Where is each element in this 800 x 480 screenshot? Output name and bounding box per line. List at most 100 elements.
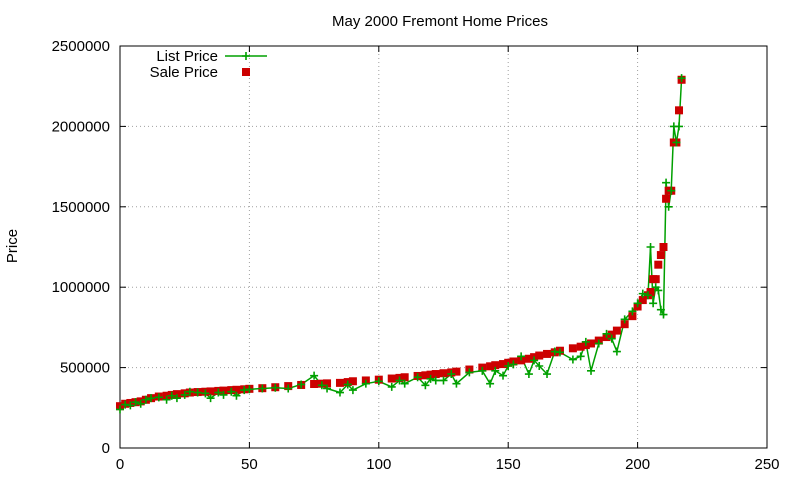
- axis-ticks: 0 50 100 150 200 250 0 500000 1000000 1500000 2000…: [52, 38, 780, 473]
- list-price-point: [421, 381, 430, 390]
- list-price-point: [400, 379, 409, 388]
- sale-price-point: [675, 106, 684, 115]
- list-price-point: [147, 394, 156, 403]
- list-price-point: [361, 379, 370, 388]
- sale-price-point: [387, 374, 396, 383]
- list-price-point: [136, 399, 145, 408]
- sale-price-point: [431, 370, 440, 379]
- sale-price-point: [439, 369, 448, 378]
- list-price-point: [240, 386, 249, 395]
- y-tick-label: 0: [102, 440, 110, 457]
- list-price-point: [568, 355, 577, 364]
- list-price-point: [395, 376, 404, 385]
- sale-price-point: [335, 378, 344, 387]
- sale-price-point: [310, 380, 319, 389]
- list-price-point: [201, 389, 210, 398]
- x-tick-label: 200: [625, 456, 650, 473]
- list-price-point: [374, 377, 383, 386]
- list-price-point: [649, 299, 658, 308]
- sale-price-point: [232, 385, 241, 394]
- list-price-point: [167, 391, 176, 400]
- list-price-point: [535, 361, 544, 370]
- list-price-point: [185, 387, 194, 396]
- list-price-point: [141, 395, 150, 404]
- list-price-point: [638, 289, 647, 298]
- list-price-point: [672, 138, 681, 147]
- list-price-point: [594, 339, 603, 348]
- legend-plus-list-price: [242, 52, 250, 60]
- list-price-point: [258, 384, 267, 393]
- list-price-point: [447, 370, 456, 379]
- list-price-point: [126, 401, 135, 410]
- sale-price-point: [607, 330, 616, 339]
- list-price-point: [628, 307, 637, 316]
- sale-price-point: [568, 344, 577, 353]
- list-price-point: [323, 384, 332, 393]
- sale-price-point: [323, 379, 332, 388]
- list-price-point: [675, 122, 684, 131]
- y-tick-label: 2500000: [52, 38, 110, 55]
- x-tick-label: 100: [366, 456, 391, 473]
- sale-price-point: [638, 296, 647, 305]
- list-price-point: [677, 74, 686, 83]
- x-tick-label: 0: [116, 456, 124, 473]
- list-price-point: [581, 337, 590, 346]
- y-tick-label: 500000: [60, 360, 110, 377]
- sale-price-point: [162, 391, 171, 400]
- list-price-point: [664, 202, 673, 211]
- list-price-point: [550, 347, 559, 356]
- list-price-point: [607, 334, 616, 343]
- legend-label-list-price: List Price: [156, 48, 218, 65]
- list-price-point: [227, 387, 236, 396]
- list-price-point: [162, 395, 171, 404]
- sale-price-point: [426, 370, 435, 379]
- list-price-point: [387, 382, 396, 391]
- list-price-point: [271, 383, 280, 392]
- list-price-point: [317, 381, 326, 390]
- x-tick-label: 50: [241, 456, 258, 473]
- list-price-point: [587, 366, 596, 375]
- sale-price-point: [517, 356, 526, 365]
- sale-price-point: [576, 342, 585, 351]
- sale-price-point: [535, 351, 544, 360]
- sale-price-point: [651, 275, 660, 284]
- list-price-point: [659, 310, 668, 319]
- list-price-point: [530, 356, 539, 365]
- sale-price-point: [587, 339, 596, 348]
- sale-price-point: [656, 251, 665, 260]
- sale-price-point: [219, 386, 228, 395]
- list-price-point: [348, 386, 357, 395]
- list-price-point: [643, 291, 652, 300]
- list-price-point: [121, 400, 130, 409]
- y-tick-label: 1000000: [52, 279, 110, 296]
- series-area: [116, 74, 686, 414]
- list-price-point: [486, 379, 495, 388]
- list-price-point: [413, 373, 422, 382]
- y-tick-label: 1500000: [52, 199, 110, 216]
- list-price-line: [119, 78, 683, 410]
- list-price-point: [654, 286, 663, 295]
- list-price-point: [478, 366, 487, 375]
- list-price-point: [646, 243, 655, 251]
- sale-price-point: [524, 354, 533, 363]
- plot-frame: [119, 45, 768, 449]
- y-tick-label: 2000000: [52, 118, 110, 135]
- list-price-point: [193, 388, 202, 397]
- sale-price-point: [659, 243, 668, 251]
- list-price-point: [543, 370, 552, 379]
- sale-price-point: [612, 326, 621, 335]
- list-price-point: [491, 366, 500, 375]
- list-price-point: [335, 388, 344, 397]
- list-price-point: [509, 360, 518, 369]
- x-tick-label: 150: [496, 456, 521, 473]
- list-price-point: [662, 178, 671, 187]
- sale-price-point: [499, 360, 508, 369]
- list-price-point: [154, 393, 163, 402]
- list-price-point: [504, 361, 513, 370]
- list-price-point: [612, 347, 621, 356]
- list-price-point: [343, 380, 352, 389]
- list-price-point: [206, 394, 215, 403]
- list-price-point: [219, 390, 228, 399]
- x-tick-label: 250: [754, 456, 779, 473]
